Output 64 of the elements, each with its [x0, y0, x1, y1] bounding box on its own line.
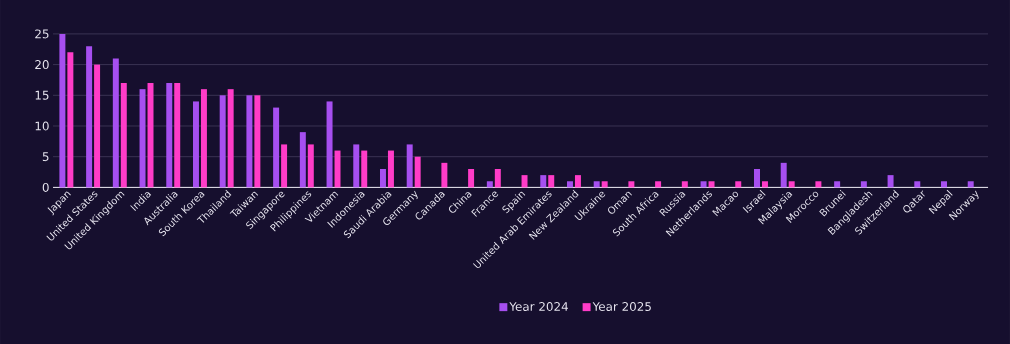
- bar: [147, 83, 154, 188]
- legend-label: Year 2025: [592, 302, 651, 312]
- bar: [815, 181, 822, 188]
- bar: [326, 101, 333, 188]
- bar: [655, 181, 662, 188]
- bar: [941, 181, 947, 188]
- y-tick-label: 5: [42, 152, 49, 162]
- bar: [754, 169, 760, 188]
- bar: [887, 175, 894, 188]
- bar: [735, 181, 742, 188]
- bar: [219, 95, 226, 188]
- bar: [86, 46, 93, 188]
- bar: [379, 169, 386, 188]
- bar: [227, 89, 234, 188]
- bar: [700, 181, 707, 188]
- bar: [860, 181, 867, 188]
- bar: [780, 162, 787, 188]
- bar: [120, 83, 127, 188]
- bar: [353, 144, 360, 188]
- legend-label: Year 2024: [509, 302, 568, 312]
- bar: [139, 89, 146, 188]
- bar: [59, 33, 66, 188]
- bar: [574, 175, 581, 188]
- bar: [174, 83, 181, 188]
- y-tick-label: 0: [42, 182, 49, 192]
- y-tick-label: 25: [35, 29, 49, 39]
- bar: [273, 107, 280, 188]
- bar: [299, 132, 306, 188]
- bar: [192, 101, 199, 188]
- bar: [246, 95, 253, 188]
- bar: [406, 144, 413, 188]
- bar: [281, 144, 288, 188]
- y-tick-label: 20: [35, 60, 49, 70]
- bar: [681, 181, 688, 188]
- bar: [254, 95, 261, 188]
- bar: [566, 181, 573, 188]
- y-tick-label: 10: [35, 121, 49, 131]
- y-tick-label: 15: [35, 90, 49, 100]
- bar: [548, 175, 555, 188]
- bar: [468, 169, 475, 188]
- bar: [361, 150, 368, 188]
- bar: [166, 83, 173, 188]
- bar: [112, 58, 119, 188]
- bar: [414, 156, 421, 188]
- bar: [540, 175, 547, 188]
- bar: [486, 181, 493, 188]
- bar: [914, 181, 921, 188]
- bar: [334, 150, 341, 188]
- bar: [593, 181, 600, 188]
- bar: [967, 181, 974, 188]
- bar: [307, 144, 314, 188]
- bar: [761, 181, 768, 188]
- bar: [441, 162, 448, 188]
- bar: [521, 175, 528, 188]
- bar: [788, 181, 795, 188]
- bar: [200, 89, 207, 188]
- bar: [834, 181, 841, 188]
- bar: [494, 169, 501, 188]
- bar: [94, 64, 101, 188]
- bar: [67, 52, 74, 188]
- bar: [628, 181, 635, 188]
- bar: [708, 181, 715, 188]
- bar: [387, 150, 394, 188]
- bar: [601, 181, 608, 188]
